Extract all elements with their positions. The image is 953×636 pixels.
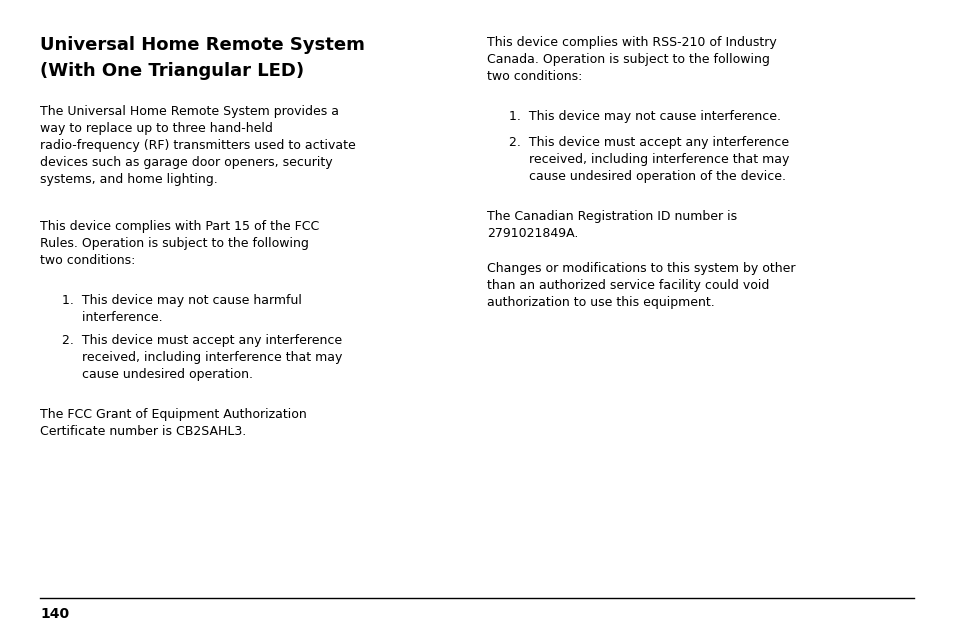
- Text: The Universal Home Remote System provides a
way to replace up to three hand-held: The Universal Home Remote System provide…: [40, 105, 355, 186]
- Text: Changes or modifications to this system by other
than an authorized service faci: Changes or modifications to this system …: [486, 262, 795, 309]
- Text: This device complies with Part 15 of the FCC
Rules. Operation is subject to the : This device complies with Part 15 of the…: [40, 220, 319, 267]
- Text: This device complies with RSS-210 of Industry
Canada. Operation is subject to th: This device complies with RSS-210 of Ind…: [486, 36, 776, 83]
- Text: 2.  This device must accept any interference
     received, including interferen: 2. This device must accept any interfere…: [509, 136, 788, 183]
- Text: (With One Triangular LED): (With One Triangular LED): [40, 62, 304, 80]
- Text: Universal Home Remote System: Universal Home Remote System: [40, 36, 364, 54]
- Text: 1.  This device may not cause interference.: 1. This device may not cause interferenc…: [509, 110, 781, 123]
- Text: The FCC Grant of Equipment Authorization
Certificate number is CB2SAHL3.: The FCC Grant of Equipment Authorization…: [40, 408, 307, 438]
- Text: The Canadian Registration ID number is
2791021849A.: The Canadian Registration ID number is 2…: [486, 210, 737, 240]
- Text: 140: 140: [40, 607, 69, 621]
- Text: 1.  This device may not cause harmful
     interference.: 1. This device may not cause harmful int…: [62, 294, 301, 324]
- Text: 2.  This device must accept any interference
     received, including interferen: 2. This device must accept any interfere…: [62, 334, 342, 381]
